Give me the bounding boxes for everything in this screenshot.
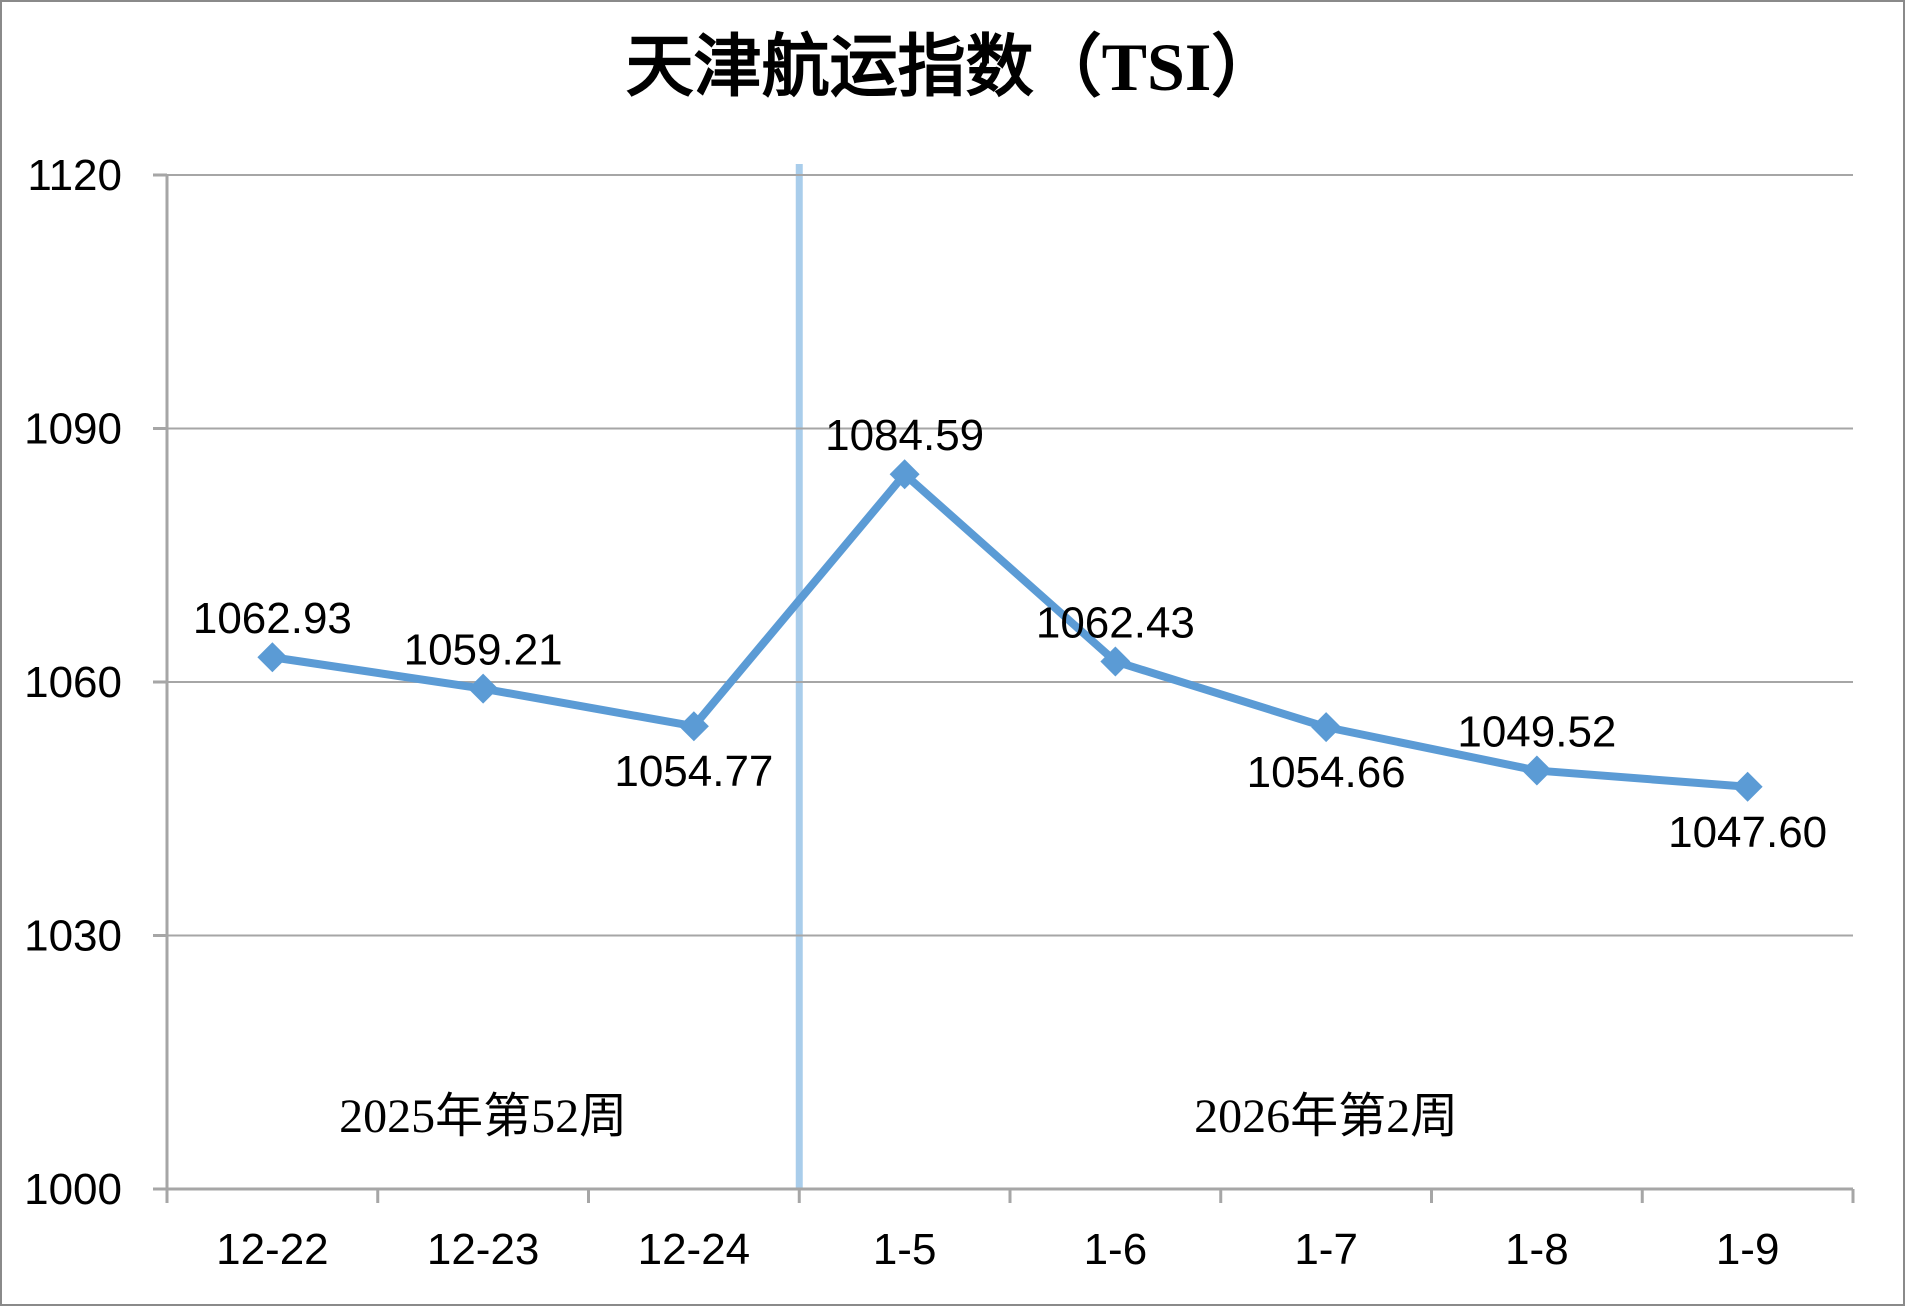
data-label-1-9: 1047.60 (1668, 808, 1827, 857)
x-axis-label-1-5: 1-5 (873, 1225, 937, 1274)
x-axis-label-12-24: 12-24 (638, 1225, 751, 1274)
x-axis-label-12-22: 12-22 (216, 1225, 329, 1274)
data-label-1-6: 1062.43 (1036, 598, 1195, 647)
x-axis-label-1-6: 1-6 (1084, 1225, 1148, 1274)
data-label-12-22: 1062.93 (193, 594, 352, 643)
x-axis-label-12-23: 12-23 (427, 1225, 540, 1274)
data-label-1-8: 1049.52 (1457, 708, 1616, 757)
x-axis-label-1-7: 1-7 (1294, 1225, 1358, 1274)
y-axis-label-1000: 1000 (24, 1165, 122, 1214)
y-axis-label-1120: 1120 (27, 151, 122, 200)
data-label-1-7: 1054.66 (1247, 748, 1406, 797)
data-point-12-22 (257, 642, 288, 673)
data-point-12-24 (678, 711, 709, 742)
y-axis-label-1060: 1060 (24, 658, 122, 707)
data-point-1-6 (1100, 646, 1131, 677)
data-point-1-8 (1521, 755, 1552, 786)
week-divider-line (795, 164, 803, 1189)
y-axis-label-1030: 1030 (24, 912, 122, 961)
y-axis-label-1090: 1090 (24, 405, 122, 454)
chart-title: 天津航运指数（TSI） (625, 29, 1280, 105)
x-axis-label-1-8: 1-8 (1505, 1225, 1569, 1274)
period-annotation-0: 2025年第52周 (339, 1090, 627, 1143)
data-point-12-23 (468, 673, 499, 704)
period-annotation-1: 2026年第2周 (1194, 1090, 1458, 1143)
data-label-1-5: 1084.59 (825, 411, 984, 460)
tsi-series-line (268, 470, 1752, 791)
data-label-12-23: 1059.21 (404, 626, 563, 675)
data-label-12-24: 1054.77 (614, 747, 773, 796)
data-point-1-5 (889, 459, 920, 490)
data-point-1-9 (1732, 771, 1763, 802)
x-axis-label-1-9: 1-9 (1716, 1225, 1780, 1274)
data-point-1-7 (1311, 712, 1342, 743)
